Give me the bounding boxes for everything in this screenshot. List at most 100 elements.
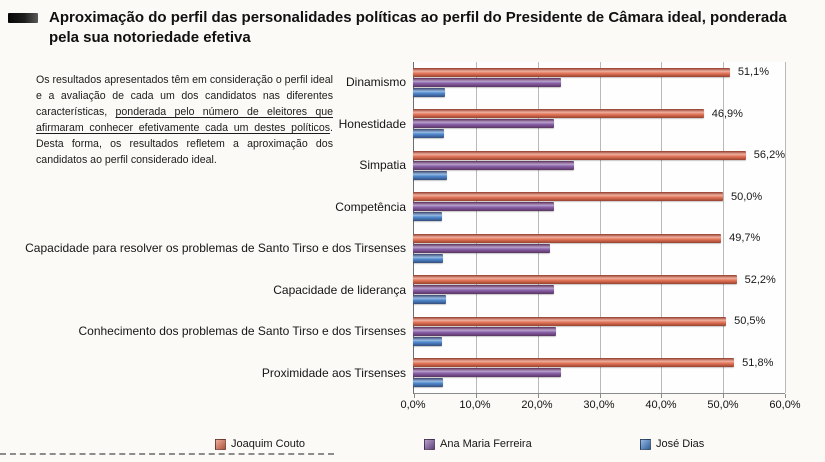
bar-line: [413, 326, 785, 336]
page-title: Aproximação do perfil das personalidades…: [49, 9, 787, 46]
bar-line: [413, 212, 785, 222]
axis-tick: [475, 394, 477, 398]
bar-ana-maria-ferreira: [413, 326, 556, 336]
x-tick-label: 0,0%: [400, 399, 426, 411]
axis-tick: [785, 394, 786, 398]
category-label: Capacidade para resolver os problemas de…: [25, 241, 406, 256]
bar-jos-dias: [413, 295, 446, 304]
axis-tick: [661, 394, 663, 398]
x-tick-label: 10,0%: [459, 399, 491, 411]
axis-tick: [537, 394, 539, 398]
x-tick-label: 50,0%: [707, 399, 739, 411]
gridline: [475, 62, 477, 393]
category-label: Proximidade aos Tirsenses: [261, 365, 406, 380]
legend-item-ana-maria-ferreira: Ana Maria Ferreira: [424, 438, 532, 450]
x-axis: 0,0% 10,0% 20,0% 30,0% 40,0% 50,0% 60,0%: [400, 399, 800, 415]
bar-ana-maria-ferreira: [413, 202, 555, 211]
category-cell: Capacidade de liderança: [20, 270, 413, 312]
bar-joaquim-couto: [413, 275, 737, 284]
chart-row: Simpatia 56,2%: [20, 145, 786, 187]
bar-jos-dias: [413, 212, 443, 221]
data-label: 50,0%: [731, 190, 763, 203]
data-label: 51,1%: [737, 66, 770, 78]
bar-joaquim-couto: [413, 233, 722, 243]
category-cell: Proximidade aos Tirsenses: [20, 353, 413, 395]
bar-line: 52,2%: [413, 274, 785, 286]
bar-line: [413, 378, 785, 388]
category-label: Honestidade: [338, 116, 406, 131]
bar-group: 50,5%: [413, 311, 785, 353]
bar-line: 50,5%: [413, 315, 785, 327]
data-label: 50,5%: [734, 315, 766, 327]
bar-jos-dias: [413, 129, 444, 138]
legend-label: Joaquim Couto: [231, 438, 305, 450]
chart-row: Dinamismo 51,1%: [20, 62, 786, 104]
category-label: Simpatia: [359, 158, 406, 173]
legend-swatch-joaquim-couto: [215, 438, 226, 450]
bar-line: [413, 285, 785, 295]
legend-swatch-ana-maria-ferreira: [424, 438, 435, 450]
legend-swatch-jos-dias: [640, 438, 651, 450]
category-label: Dinamismo: [345, 75, 406, 90]
bar-joaquim-couto: [413, 150, 746, 160]
bar-ana-maria-ferreira: [413, 77, 562, 87]
data-label: 49,7%: [729, 232, 761, 244]
bar-ana-maria-ferreira: [413, 243, 551, 253]
bar-ana-maria-ferreira: [413, 285, 555, 294]
legend-item-joaquim-couto: Joaquim Couto: [215, 438, 305, 450]
category-label: Competência: [335, 199, 406, 214]
title-bullet-marker: [8, 13, 38, 23]
bar-line: [413, 253, 785, 263]
bar-line: 46,9%: [413, 107, 785, 120]
chart-row: Conhecimento dos problemas de Santo Tirs…: [20, 311, 786, 353]
category-cell: Capacidade para resolver os problemas de…: [20, 228, 413, 270]
x-tick-label: 20,0%: [521, 399, 553, 411]
bar-group: 56,2%: [413, 145, 785, 187]
x-tick-label: 60,0%: [769, 399, 801, 411]
chart-row: Honestidade 46,9%: [20, 104, 786, 146]
axis-tick: [414, 394, 415, 398]
report-header: Aproximação do perfil das personalidades…: [8, 8, 807, 47]
gridline: [599, 62, 601, 393]
note-text-underlined: ponderada pelo número de eleitores que a…: [36, 106, 333, 135]
bar-group: 51,1%: [413, 62, 785, 104]
chart-row: Capacidade de liderança 52,2%: [20, 270, 786, 312]
bar-line: [413, 336, 785, 346]
bar-joaquim-couto: [413, 316, 727, 326]
chart-rows: Dinamismo 51,1% Honestidade 46,9% Simpatia 56…: [20, 62, 786, 394]
bar-line: [413, 87, 785, 97]
bar-line: 49,7%: [413, 232, 785, 244]
chart-legend: Joaquim Couto Ana Maria Ferreira José Dias: [0, 438, 825, 454]
bar-line: 56,2%: [413, 149, 785, 161]
gridline: [537, 62, 539, 393]
legend-label: Ana Maria Ferreira: [440, 438, 532, 450]
bottom-dashed-divider: [0, 453, 334, 455]
category-cell: Simpatia: [20, 145, 413, 187]
category-cell: Competência: [20, 187, 413, 229]
bar-line: [413, 368, 785, 378]
bar-line: [413, 129, 785, 139]
legend-item-jos-dias: José Dias: [640, 438, 704, 450]
bar-line: 50,0%: [413, 190, 785, 203]
chart-row: Competência 50,0%: [20, 187, 786, 229]
bar-jos-dias: [413, 253, 444, 263]
bar-joaquim-couto: [413, 67, 730, 77]
x-tick-label: 40,0%: [645, 399, 677, 411]
bar-joaquim-couto: [413, 192, 723, 201]
bar-group: 50,0%: [413, 187, 785, 229]
bar-line: 51,8%: [413, 357, 785, 369]
chart-row: Capacidade para resolver os problemas de…: [20, 228, 786, 270]
bar-line: [413, 77, 785, 87]
category-cell: Conhecimento dos problemas de Santo Tirs…: [20, 311, 413, 353]
methodology-note: Os resultados apresentados têm em consid…: [36, 72, 333, 169]
category-cell: Honestidade: [20, 104, 413, 146]
axis-tick: [723, 394, 725, 398]
bar-group: 51,8%: [413, 353, 785, 395]
data-label: 46,9%: [711, 107, 743, 120]
gridline: [661, 62, 663, 393]
bar-jos-dias: [413, 336, 443, 346]
legend-label: José Dias: [656, 438, 705, 450]
axis-tick: [599, 394, 601, 398]
category-label: Conhecimento dos problemas de Santo Tirs…: [78, 324, 406, 339]
bar-joaquim-couto: [413, 109, 704, 118]
